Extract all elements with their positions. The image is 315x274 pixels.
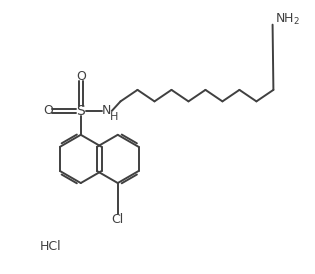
Text: HCl: HCl <box>40 240 61 253</box>
Text: O: O <box>76 70 86 83</box>
Text: H: H <box>110 112 119 122</box>
Text: O: O <box>43 104 53 118</box>
Text: Cl: Cl <box>112 213 124 226</box>
Text: N: N <box>102 104 112 118</box>
Text: NH$_2$: NH$_2$ <box>275 12 300 27</box>
Text: S: S <box>77 104 85 118</box>
